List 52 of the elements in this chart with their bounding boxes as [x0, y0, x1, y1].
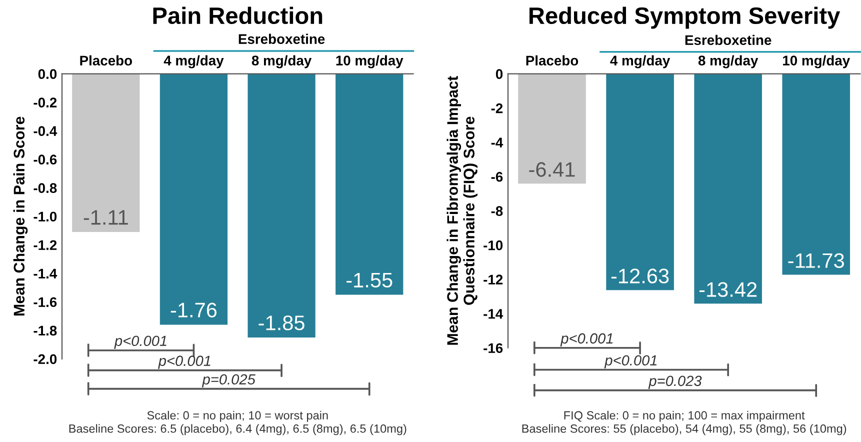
y-tick-label: -2: [491, 103, 503, 114]
text: Scale: 0 = no pain; 10 = worst pain: [147, 410, 328, 422]
data-label: -1.85: [258, 316, 304, 330]
annotation: p<0.001: [158, 356, 210, 369]
y-tick-label: -14: [484, 309, 504, 319]
data-label: -1.11: [84, 210, 128, 225]
data-label: -12.63: [611, 268, 669, 284]
y-tick-label: -4: [491, 138, 504, 148]
y-tick-label: -6: [491, 172, 503, 182]
y-tick-label: -8: [491, 206, 503, 216]
text: Baseline Scores: 6.5 (placebo), 6.4 (4mg), 6.5 (8mg), 6.5 (10mg): [69, 424, 406, 436]
x-tick-label: 8 mg/day: [698, 55, 758, 68]
x-tick-label: 4 mg/day: [610, 55, 670, 68]
text: p=0.023: [648, 376, 702, 389]
data-label: -1.76: [170, 302, 217, 318]
x-tick-label: Placebo: [526, 55, 578, 66]
x-tick-label: Placebo: [80, 55, 132, 66]
y-tick-label: -0.6: [34, 154, 57, 165]
y-tick-label: -10: [484, 240, 503, 250]
text: Esreboxetine: [685, 34, 772, 46]
annotation: p<0.001: [560, 333, 613, 346]
y-tick-label: -12: [484, 274, 503, 284]
x-tick-label: 10 mg/day: [783, 55, 850, 68]
chart-title: Pain Reduction: [153, 6, 322, 24]
y-tick-label: -0.8: [34, 183, 57, 194]
y-tick-label: 0.0: [38, 69, 57, 79]
text: p<0.001: [604, 355, 657, 368]
text: p=0.025: [202, 374, 256, 388]
chart-title: Reduced Symptom Severity: [530, 6, 840, 29]
text: Esreboxetine: [238, 34, 325, 44]
text: FIQ Scale: 0 = no pain; 100 = max impairment: [564, 410, 805, 422]
data-label: -13.42: [699, 282, 757, 297]
x-tick-label: 10 mg/day: [336, 55, 404, 68]
y-tick-label: -1.2: [34, 240, 57, 250]
y-tick-label: -2.0: [34, 354, 57, 364]
x-tick-label: 8 mg/day: [252, 55, 312, 68]
data-label: -1.55: [346, 272, 392, 288]
y-tick-label: -1.4: [34, 268, 58, 278]
y-axis-title: Mean Change in Pain Score: [13, 116, 28, 316]
y-tick-label: -16: [484, 343, 503, 354]
y-tick-label: -0.4: [34, 126, 58, 136]
y-tick-label: -1.6: [34, 297, 57, 308]
annotation: p<0.001: [114, 336, 166, 349]
y-axis-title: Mean Change in Fibromyalgia Impact Questionnaire (FIQ) Score: [446, 76, 478, 345]
x-tick-label: 4 mg/day: [164, 55, 224, 68]
y-tick-label: 0: [496, 69, 503, 79]
y-tick-label: -1.0: [34, 212, 57, 222]
text: Baseline Scores: 55 (placebo), 54 (4mg), 55 (8mg), 56 (10mg): [522, 424, 846, 436]
data-label: -6.41: [529, 162, 575, 177]
data-label: -11.73: [788, 253, 844, 268]
y-tick-label: -1.8: [34, 326, 57, 336]
y-tick-label: -0.2: [34, 98, 57, 108]
